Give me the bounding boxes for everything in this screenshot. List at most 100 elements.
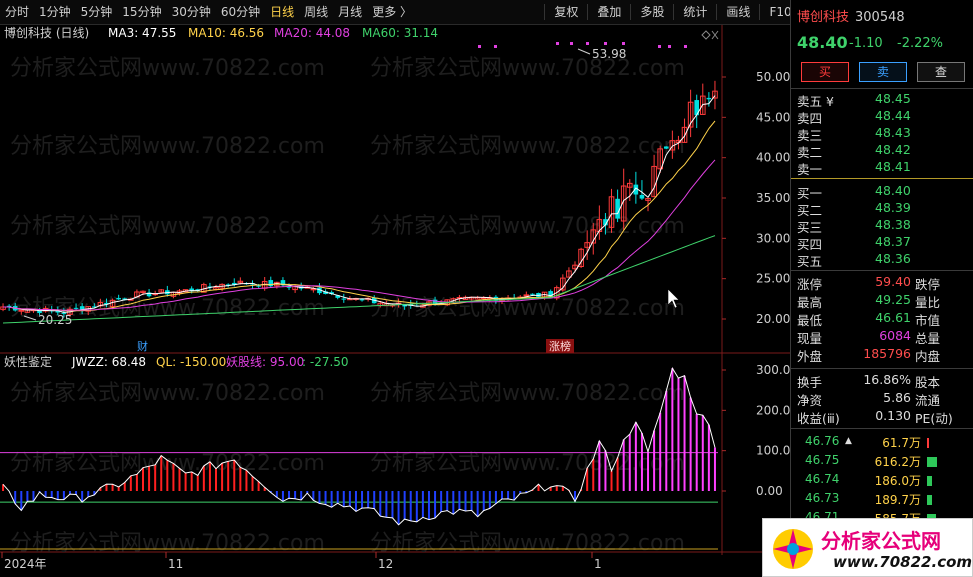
signal-dot bbox=[658, 45, 661, 48]
y-tick-label: 25.00 bbox=[756, 272, 790, 286]
tick-row: 46.73 189.7万 bbox=[791, 491, 973, 509]
close-icon bbox=[711, 30, 719, 40]
period-tab-1[interactable]: 1分钟 bbox=[39, 4, 71, 19]
y-tick-label: 30.00 bbox=[756, 231, 790, 245]
y-tick-label: 20.00 bbox=[756, 312, 790, 326]
candle-body bbox=[699, 95, 706, 115]
tick-price: 46.76 bbox=[805, 434, 840, 448]
bid-row[interactable]: 买三 48.38 bbox=[791, 217, 973, 235]
tick-row: 46.74 186.0万 bbox=[791, 472, 973, 490]
period-tab-8[interactable]: 月线 bbox=[338, 4, 363, 19]
sell-button[interactable]: 卖 bbox=[859, 62, 907, 82]
period-tab-7[interactable]: 周线 bbox=[304, 4, 329, 19]
tick-bar bbox=[927, 495, 932, 505]
tick-volume: 61.7万 bbox=[882, 436, 921, 450]
candle-body bbox=[280, 280, 286, 286]
ma-legend: MA60: 31.14 bbox=[362, 26, 438, 40]
toolbar-separator bbox=[544, 4, 546, 20]
tick-bar bbox=[927, 438, 929, 448]
ma-legend: MA3: 47.55 bbox=[108, 26, 176, 40]
y-tick-label: 40.00 bbox=[756, 151, 790, 165]
candle-body bbox=[256, 285, 261, 287]
stat-label-right: 跌停 bbox=[915, 277, 941, 292]
ask-row[interactable]: 卖一 48.41 bbox=[791, 159, 973, 177]
watermark-text: 分析家公式网www.70822.com bbox=[370, 56, 685, 81]
toolbar-action-3[interactable]: 统计 bbox=[683, 4, 708, 19]
ask-row[interactable]: 卖五 ¥ 48.45 bbox=[791, 91, 973, 109]
buy-button[interactable]: 买 bbox=[801, 62, 849, 82]
stock-name: 博创科技 bbox=[797, 10, 850, 25]
candle-body bbox=[79, 306, 85, 311]
ask-row[interactable]: 卖二 48.42 bbox=[791, 142, 973, 160]
ob-price: 48.41 bbox=[875, 159, 911, 174]
signal-dot bbox=[684, 45, 687, 48]
candle-body bbox=[310, 288, 317, 291]
period-tab-9[interactable]: 更多 〉 bbox=[372, 4, 413, 19]
indicator-title: 妖性鉴定 bbox=[4, 354, 52, 369]
bid-row[interactable]: 买二 48.39 bbox=[791, 200, 973, 218]
stat-label: 外盘 bbox=[797, 349, 823, 364]
candle-body bbox=[706, 97, 712, 100]
candle-body bbox=[432, 299, 438, 306]
candle-body bbox=[633, 184, 639, 195]
chart-area[interactable]: 分析家公式网www.70822.com 分析家公式网www.70822.com 分析… bbox=[0, 25, 798, 577]
watermark-text: 分析家公式网www.70822.com bbox=[10, 531, 325, 556]
sub-y-tick-label: 100.00 bbox=[756, 444, 790, 458]
ob-label: 买四 bbox=[797, 237, 823, 252]
mouse-cursor-icon bbox=[667, 288, 680, 309]
watermark-text: 分析家公式网www.70822.com bbox=[10, 56, 325, 81]
stat-label: 换手 bbox=[797, 375, 823, 390]
candle-body bbox=[158, 289, 165, 293]
bid-row[interactable]: 买五 48.36 bbox=[791, 251, 973, 269]
ob-price: 48.43 bbox=[875, 125, 911, 140]
period-tab-5[interactable]: 60分钟 bbox=[220, 4, 261, 19]
toolbar-action-2[interactable]: 多股 bbox=[640, 4, 665, 19]
candle-body bbox=[335, 295, 341, 298]
ask-row[interactable]: 卖三 48.43 bbox=[791, 125, 973, 143]
signal-dot bbox=[556, 42, 559, 45]
period-tab-2[interactable]: 5分钟 bbox=[80, 4, 113, 19]
high-price-label: 53.98 bbox=[592, 47, 626, 61]
candle-body bbox=[645, 197, 651, 201]
stat-value: 185796 bbox=[863, 346, 911, 361]
period-tab-0[interactable]: 分时 bbox=[5, 4, 30, 19]
bid-row[interactable]: 买四 48.37 bbox=[791, 234, 973, 252]
watermark-text: 分析家公式网www.70822.com bbox=[370, 381, 685, 406]
toolbar-action-5[interactable]: F10 bbox=[769, 4, 792, 19]
ob-label: 买一 bbox=[797, 186, 823, 201]
toolbar-action-4[interactable]: 画线 bbox=[726, 4, 751, 19]
toolbar-action-1[interactable]: 叠加 bbox=[597, 4, 622, 19]
tick-row: 46.75 616.2万 bbox=[791, 453, 973, 471]
stat-label-right: PE(动) bbox=[915, 411, 953, 426]
quote-panel: 博创科技 300548 48.40 -1.10 -2.22% 买 卖 查 卖五 ¥… bbox=[790, 0, 973, 577]
ob-price: 48.38 bbox=[875, 217, 911, 232]
candle-body bbox=[603, 219, 608, 226]
event-marker-cai: 财 bbox=[137, 339, 148, 353]
kline-chart-svg[interactable]: 分析家公式网www.70822.com 分析家公式网www.70822.com 分析… bbox=[0, 25, 798, 577]
candle-body bbox=[523, 294, 530, 297]
y-tick-label: 35.00 bbox=[756, 191, 790, 205]
candle-body bbox=[24, 309, 31, 313]
candle-body bbox=[712, 90, 718, 99]
bid-row[interactable]: 买一 48.40 bbox=[791, 183, 973, 201]
signal-dot bbox=[586, 42, 589, 45]
watermark-text: 分析家公式网www.70822.com bbox=[370, 531, 685, 556]
period-tab-3[interactable]: 15分钟 bbox=[122, 4, 162, 19]
candle-body bbox=[584, 242, 590, 248]
candle-body bbox=[323, 291, 328, 295]
signal-dot bbox=[604, 42, 607, 45]
ob-price: 48.39 bbox=[875, 200, 911, 215]
candle-body bbox=[122, 298, 128, 300]
watermark-text: 分析家公式网www.70822.com bbox=[370, 134, 685, 159]
stat-label: 涨停 bbox=[797, 277, 823, 292]
toolbar-action-0[interactable]: 复权 bbox=[554, 4, 579, 19]
ask-row[interactable]: 卖四 48.44 bbox=[791, 108, 973, 126]
signal-dot bbox=[478, 45, 481, 48]
stat-value: 5.86 bbox=[883, 390, 911, 405]
candle-body bbox=[140, 290, 146, 294]
low-price-label: 20.25 bbox=[38, 313, 72, 327]
period-tab-6[interactable]: 日线 bbox=[270, 4, 295, 19]
candle-body bbox=[225, 284, 231, 286]
query-button[interactable]: 查 bbox=[917, 62, 965, 82]
period-tab-4[interactable]: 30分钟 bbox=[171, 4, 211, 19]
